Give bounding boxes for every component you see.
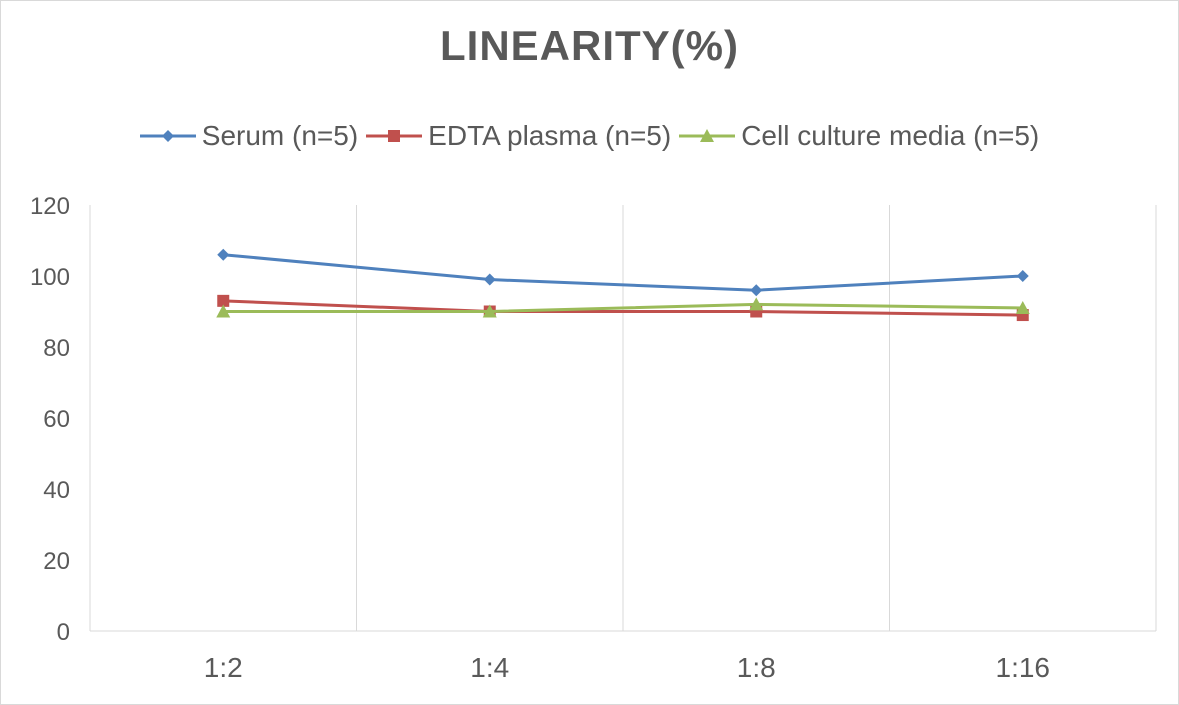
y-tick-label: 80 xyxy=(43,335,70,362)
chart-title: LINEARITY(%) xyxy=(440,22,739,69)
x-tick-label: 1:8 xyxy=(737,652,776,683)
x-tick-label: 1:4 xyxy=(470,652,509,683)
legend-swatch-cell-culture-media xyxy=(679,129,736,142)
data-point-edta-plasma xyxy=(217,294,230,307)
data-point-serum xyxy=(750,284,763,297)
legend-item-edta-plasma: EDTA plasma (n=5) xyxy=(366,120,671,152)
data-point-cell-culture-media xyxy=(482,304,497,318)
y-tick-label: 100 xyxy=(30,264,70,291)
legend-swatch-serum xyxy=(139,130,196,142)
legend-swatch-edta-plasma xyxy=(366,130,423,142)
y-tick-label: 20 xyxy=(43,548,70,575)
series-line-edta-plasma xyxy=(223,299,1023,317)
data-point-serum xyxy=(217,248,230,261)
legend-item-serum: Serum (n=5) xyxy=(139,120,359,152)
data-point-serum xyxy=(1016,270,1029,282)
data-point-cell-culture-media xyxy=(749,297,764,311)
legend-label-edta-plasma: EDTA plasma (n=5) xyxy=(428,120,672,151)
y-tick-label: 60 xyxy=(43,406,70,433)
legend-label-cell-culture-media: Cell culture media (n=5) xyxy=(741,120,1040,151)
x-tick-label: 1:2 xyxy=(204,652,243,683)
legend-label-serum: Serum (n=5) xyxy=(201,120,359,151)
y-tick-label: 40 xyxy=(43,477,70,504)
data-point-cell-culture-media xyxy=(216,304,231,318)
y-tick-label: 0 xyxy=(57,619,70,646)
y-tick-label: 120 xyxy=(30,193,70,220)
series-line-cell-culture-media xyxy=(223,302,1023,313)
data-point-serum xyxy=(483,273,496,286)
x-tick-label: 1:16 xyxy=(996,652,1051,683)
data-point-cell-culture-media xyxy=(1015,300,1030,314)
series-line-serum xyxy=(223,253,1023,292)
chart-legend: Serum (n=5) EDTA plasma (n=5) Cell cultu… xyxy=(0,120,1179,152)
legend-item-cell-culture-media: Cell culture media (n=5) xyxy=(679,120,1039,152)
